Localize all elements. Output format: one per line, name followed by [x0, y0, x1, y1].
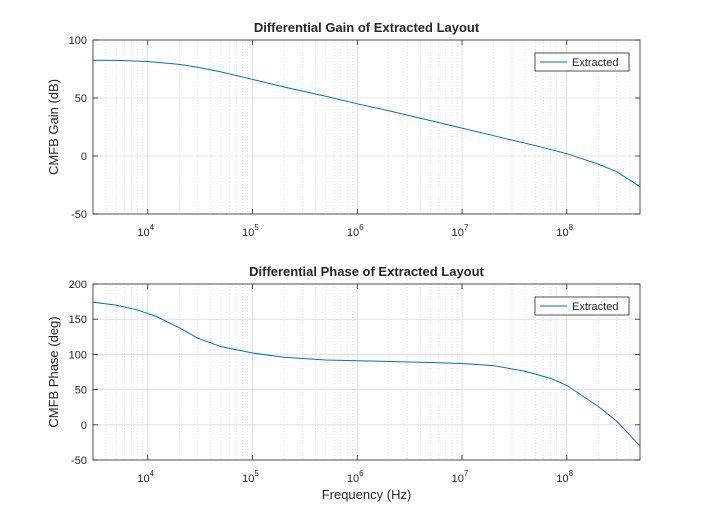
x-tick-exponent: 5 [254, 223, 259, 232]
x-tick-label: 104 [137, 223, 154, 239]
x-tick-label: 104 [137, 469, 154, 485]
y-axis-label: CMFB Gain (dB) [46, 79, 61, 175]
series-line-extracted [92, 59, 641, 188]
legend: Extracted [534, 52, 630, 72]
x-tick-base: 10 [452, 227, 464, 239]
x-tick-base: 10 [556, 473, 568, 485]
series-line-extracted [92, 301, 641, 447]
x-tick-exponent: 7 [464, 469, 469, 478]
x-tick-label: 106 [347, 223, 364, 239]
phase-plot: 104 105 106 107 108-50050100150200Differenti… [46, 264, 641, 502]
x-tick-label: 107 [452, 469, 469, 485]
x-tick-label: 105 [242, 223, 259, 239]
y-tick-label: 100 [69, 349, 87, 361]
y-tick-label: 150 [69, 314, 87, 326]
x-tick-exponent: 8 [569, 223, 574, 232]
x-tick-exponent: 5 [254, 469, 259, 478]
y-tick-label: -50 [71, 209, 87, 221]
y-tick-label: -50 [71, 455, 87, 467]
x-tick-exponent: 8 [569, 469, 574, 478]
x-tick-exponent: 4 [150, 223, 155, 232]
axes-box [92, 283, 641, 461]
x-tick-base: 10 [347, 473, 359, 485]
legend-label: Extracted [572, 57, 618, 69]
x-tick-base: 10 [137, 227, 149, 239]
x-tick-base: 10 [452, 473, 464, 485]
x-tick-base: 10 [242, 227, 254, 239]
y-tick-label: 200 [69, 279, 87, 291]
x-tick-label: 107 [452, 223, 469, 239]
axes-box [92, 39, 641, 215]
x-tick-label: 108 [556, 469, 573, 485]
legend: Extracted [534, 296, 630, 316]
y-tick-label: 0 [81, 151, 87, 163]
y-tick-label: 100 [69, 35, 87, 47]
x-tick-exponent: 7 [464, 223, 469, 232]
chart-title: Differential Phase of Extracted Layout [249, 264, 484, 279]
y-tick-label: 50 [75, 93, 87, 105]
x-tick-base: 10 [242, 473, 254, 485]
x-tick-exponent: 4 [150, 469, 155, 478]
y-tick-label: 50 [75, 385, 87, 397]
chart-title: Differential Gain of Extracted Layout [254, 20, 480, 35]
legend-box [534, 52, 630, 72]
x-tick-label: 108 [556, 223, 573, 239]
x-tick-base: 10 [137, 473, 149, 485]
x-tick-exponent: 6 [359, 469, 364, 478]
x-tick-label: 106 [347, 469, 364, 485]
x-tick-label: 105 [242, 469, 259, 485]
y-tick-label: 0 [81, 420, 87, 432]
legend-box [534, 296, 630, 316]
x-axis-label: Frequency (Hz) [322, 487, 412, 502]
legend-label: Extracted [572, 301, 618, 313]
x-tick-exponent: 6 [359, 223, 364, 232]
grid [93, 283, 640, 461]
x-tick-base: 10 [347, 227, 359, 239]
y-axis-label: CMFB Phase (deg) [46, 316, 61, 427]
x-tick-base: 10 [556, 227, 568, 239]
